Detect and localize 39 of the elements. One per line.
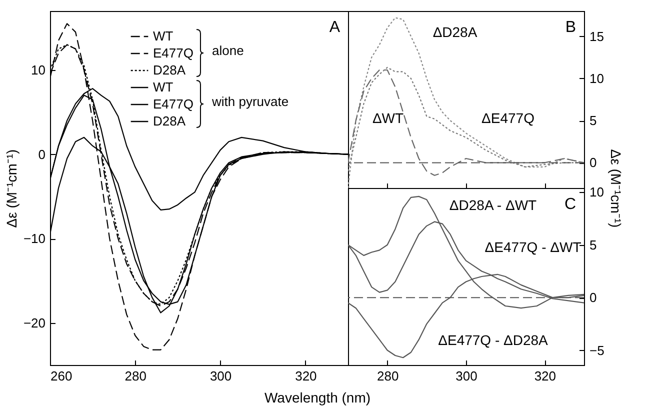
x-tick-label: 260 bbox=[50, 368, 72, 384]
x-tick-label: 280 bbox=[376, 368, 399, 384]
legend-label: D28A bbox=[153, 62, 186, 78]
y-tick-label: 10 bbox=[31, 62, 46, 78]
x-tick-label: 320 bbox=[295, 368, 317, 384]
y-tick-label: 0 bbox=[590, 290, 597, 306]
annotation: with pyruvate bbox=[211, 94, 289, 109]
y-tick-label: 15 bbox=[590, 28, 604, 44]
text: A bbox=[329, 19, 340, 36]
x-tick-label: 300 bbox=[210, 368, 232, 384]
y-tick-label: 10 bbox=[590, 184, 604, 200]
series-label: ΔD28A bbox=[432, 24, 478, 40]
legend-label: D28A bbox=[153, 114, 186, 128]
series-label: ΔWT bbox=[372, 110, 404, 126]
legend-label: WT bbox=[153, 28, 174, 44]
y-axis-title: Δε (M⁻¹cm⁻¹) bbox=[3, 149, 20, 228]
y-tick-label: −5 bbox=[590, 342, 604, 358]
y-tick-label: 5 bbox=[590, 113, 597, 128]
legend-label: E477Q bbox=[153, 96, 194, 112]
series-label: ΔE477Q - ΔD28A bbox=[438, 332, 549, 348]
text: C bbox=[564, 196, 576, 213]
x-tick-label: 280 bbox=[124, 368, 146, 384]
x-tick-label: 320 bbox=[534, 368, 556, 384]
y-tick-label: −20 bbox=[23, 315, 46, 330]
legend-label: WT bbox=[153, 80, 174, 94]
x-tick-label: 300 bbox=[456, 368, 478, 384]
y-tick-label: 10 bbox=[590, 70, 604, 86]
series-label: ΔE477Q bbox=[482, 110, 535, 126]
text: B bbox=[565, 19, 576, 36]
y-tick-label: 0 bbox=[38, 146, 46, 162]
x-axis-title: Wavelength (nm) bbox=[264, 390, 371, 406]
y-tick-label: −10 bbox=[23, 231, 46, 246]
legend-label: E477Q bbox=[153, 46, 194, 60]
annotation: alone bbox=[212, 43, 244, 58]
y-tick-label: 5 bbox=[590, 237, 597, 252]
y-tick-label: 0 bbox=[590, 155, 597, 170]
series-label: ΔE477Q - ΔWT bbox=[484, 239, 582, 255]
series-label: ΔD28A - ΔWT bbox=[449, 197, 538, 213]
y-axis-title: Δε (M⁻¹cm⁻¹) bbox=[608, 149, 624, 228]
